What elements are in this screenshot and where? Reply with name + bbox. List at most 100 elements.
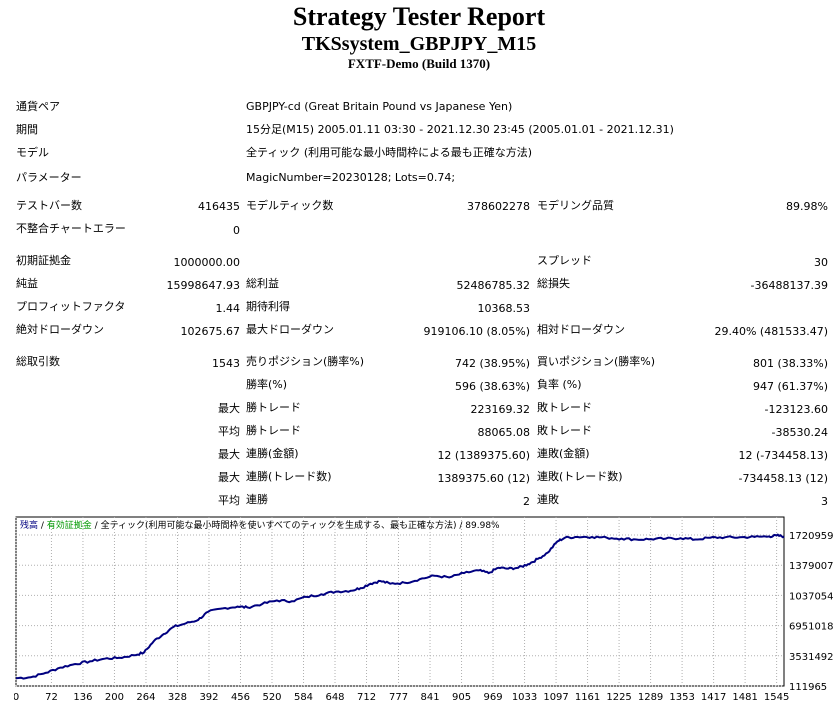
ticks-value: 378602278 <box>467 200 530 213</box>
grossprofit-label: 総利益 <box>246 277 279 290</box>
x-tick-label: 712 <box>357 692 376 703</box>
trades-value: 1543 <box>212 357 240 370</box>
x-tick-label: 841 <box>420 692 439 703</box>
params-value: MagicNumber=20230128; Lots=0.74; <box>246 171 456 184</box>
grossloss-label: 総損失 <box>537 277 570 290</box>
short-label: 売りポジション(勝率%) <box>246 355 365 368</box>
x-tick-label: 328 <box>168 692 187 703</box>
largest-win-value: 223169.32 <box>470 403 531 416</box>
mismatch-value: 0 <box>233 224 240 237</box>
x-tick-label: 1545 <box>764 692 789 703</box>
report-title: Strategy Tester Report <box>292 2 546 31</box>
maxcons-loss-label: 連敗(金額) <box>537 447 590 460</box>
x-tick-label: 905 <box>452 692 471 703</box>
legend-balance: 残高 <box>20 519 38 531</box>
x-tick-label: 1481 <box>732 692 757 703</box>
pf-value: 1.44 <box>215 302 241 315</box>
x-tick-label: 648 <box>325 692 344 703</box>
y-tick-label: 17209598 <box>789 531 834 542</box>
deposit-label: 初期証拠金 <box>16 254 71 267</box>
payoff-label: 期待利得 <box>246 300 290 313</box>
grossloss-value: -36488137.39 <box>750 279 828 292</box>
legend-separator: / <box>457 521 466 531</box>
model-value: 全ティック (利用可能な最小時間枠による最も正確な方法) <box>246 146 533 159</box>
model-label: モデル <box>16 146 49 159</box>
largest-loss-value: -123123.60 <box>764 403 828 416</box>
avg-win-value: 88065.08 <box>477 426 531 439</box>
y-tick-label: 10370545 <box>789 591 834 602</box>
maxconsp-loss-value: -734458.13 (12) <box>738 472 828 485</box>
x-tick-label: 1225 <box>606 692 631 703</box>
y-tick-label: 6951018 <box>789 622 834 633</box>
x-tick-label: 1033 <box>512 692 537 703</box>
deposit-value: 1000000.00 <box>173 256 240 269</box>
average-prefix: 平均 <box>218 425 240 438</box>
balance-chart: 111965 3531492 6951018 10370545 13790072 1720… <box>14 516 834 703</box>
build-info: FXTF-Demo (Build 1370) <box>347 56 491 71</box>
bars-label: テストバー数 <box>16 199 82 212</box>
lossrate-label: 負率 (%) <box>537 378 582 391</box>
maxdd-label: 最大ドローダウン <box>246 323 334 336</box>
avgcons-win-value: 2 <box>523 495 530 508</box>
x-tick-label: 136 <box>73 692 92 703</box>
x-tick-label: 1417 <box>701 692 726 703</box>
trades-label: 総取引数 <box>16 355 60 368</box>
maxconsp-win-value: 1389375.60 (12) <box>437 472 530 485</box>
x-tick-label: 200 <box>105 692 124 703</box>
x-tick-label: 777 <box>389 692 408 703</box>
absdd-value: 102675.67 <box>180 325 241 338</box>
pair-label: 通貨ペア <box>16 100 60 113</box>
short-value: 742 (38.95%) <box>454 357 530 370</box>
largest-win-label: 勝トレード <box>246 401 301 414</box>
ticks-label: モデルティック数 <box>246 199 334 212</box>
winrate-value: 596 (38.63%) <box>454 380 530 393</box>
maxconsp-win-label: 連勝(トレード数) <box>246 470 332 483</box>
netprofit-label: 純益 <box>16 277 38 290</box>
payoff-value: 10368.53 <box>477 302 531 315</box>
x-tick-label: 264 <box>136 692 155 703</box>
maxdd-value: 919106.10 (8.05%) <box>423 325 530 338</box>
plot-area <box>15 516 785 687</box>
maxcons-loss-value: 12 (-734458.13) <box>738 449 828 462</box>
long-label: 買いポジション(勝率%) <box>537 355 656 368</box>
x-tick-label: 1353 <box>669 692 694 703</box>
report-subtitle: TKSsystem_GBPJPY_M15 <box>301 33 537 55</box>
spread-value: 30 <box>814 256 828 269</box>
avg-loss-label: 敗トレード <box>537 424 592 437</box>
avgcons-loss-value: 3 <box>821 495 828 508</box>
bars-value: 416435 <box>198 200 240 213</box>
avgcons-prefix: 平均 <box>218 494 240 507</box>
params-label: パラメーター <box>16 171 82 184</box>
maxcons-win-value: 12 (1389375.60) <box>437 449 530 462</box>
spread-label: スプレッド <box>537 254 592 267</box>
x-tick-label: 1289 <box>638 692 663 703</box>
period-value: 15分足(M15) 2005.01.11 03:30 - 2021.12.30 … <box>246 123 674 136</box>
y-tick-label: 3531492 <box>789 652 834 663</box>
avg-loss-value: -38530.24 <box>771 426 828 439</box>
maxconsp-prefix: 最大 <box>218 471 240 484</box>
x-tick-label: 392 <box>199 692 218 703</box>
largest-prefix: 最大 <box>218 402 240 415</box>
long-value: 801 (38.33%) <box>752 357 828 370</box>
quality-label: モデリング品質 <box>537 199 614 212</box>
reldd-value: 29.40% (481533.47) <box>714 325 828 338</box>
maxcons-prefix: 最大 <box>218 448 240 461</box>
pair-value: GBPJPY-cd (Great Britain Pound vs Japane… <box>246 100 513 113</box>
y-tick-label: 13790072 <box>789 561 834 572</box>
x-tick-label: 0 <box>14 692 19 703</box>
y-tick-label: 111965 <box>789 682 827 693</box>
netprofit-value: 15998647.93 <box>166 279 240 292</box>
maxcons-win-label: 連勝(金額) <box>246 447 299 460</box>
legend-separator: / <box>92 521 101 531</box>
quality-value: 89.98% <box>786 200 828 213</box>
x-tick-label: 520 <box>262 692 281 703</box>
largest-loss-label: 敗トレード <box>537 401 592 414</box>
reldd-label: 相対ドローダウン <box>537 323 625 336</box>
x-tick-label: 584 <box>294 692 313 703</box>
x-tick-label: 1161 <box>575 692 600 703</box>
x-tick-label: 72 <box>45 692 58 703</box>
legend-quality: 89.98% <box>465 521 500 531</box>
pf-label: プロフィットファクタ <box>16 300 126 313</box>
period-label: 期間 <box>16 123 38 136</box>
absdd-label: 絶対ドローダウン <box>16 323 104 336</box>
